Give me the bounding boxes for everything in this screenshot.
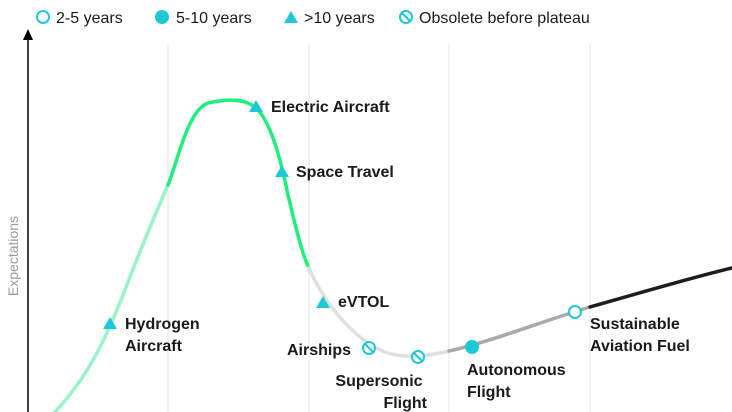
curve-peak-of-inflated-expectations xyxy=(166,98,311,270)
tech-label-line: Aircraft xyxy=(125,338,183,355)
tech-label-line: Sustainable xyxy=(590,316,680,333)
tech-label-line: eVTOL xyxy=(338,294,390,311)
legend-label: Obsolete before plateau xyxy=(419,10,590,27)
triangle-icon xyxy=(103,317,117,329)
open-circle-icon xyxy=(36,10,50,24)
tech-label-line: Space Travel xyxy=(296,164,394,181)
tech-label-line: Supersonic xyxy=(335,373,422,390)
curve-trough-of-disillusionment xyxy=(307,266,451,358)
tech-space-travel: Space Travel xyxy=(275,164,394,181)
legend-item-2-5-years: 2-5 years xyxy=(36,10,123,27)
obsolete-circle-icon xyxy=(411,350,425,364)
tech-label-line: Autonomous xyxy=(467,362,566,379)
tech-supersonic-flight: Supersonic Flight xyxy=(335,350,428,412)
tech-label-line: Aviation Fuel xyxy=(590,338,690,355)
tech-electric-aircraft: Electric Aircraft xyxy=(249,99,390,116)
tech-airships: Airships xyxy=(287,341,376,359)
tech-label: Supersonic Flight xyxy=(335,373,427,412)
tech-label-line: Flight xyxy=(383,395,427,412)
tech-sustainable-aviation-fuel: Sustainable Aviation Fuel xyxy=(568,305,690,355)
legend-item-5-10-years: 5-10 years xyxy=(155,10,252,27)
triangle-icon xyxy=(284,11,298,23)
legend-item-obsolete: Obsolete before plateau xyxy=(399,10,590,27)
hype-curve xyxy=(53,98,732,412)
curve-innovation-trigger xyxy=(53,183,170,412)
obsolete-circle-icon xyxy=(399,10,413,24)
tech-evtol: eVTOL xyxy=(316,294,390,311)
open-circle-icon xyxy=(568,305,582,319)
y-axis-arrow-icon xyxy=(23,29,33,40)
tech-hydrogen-aircraft: Hydrogen Aircraft xyxy=(103,316,204,355)
curve-plateau-of-productivity xyxy=(588,266,732,309)
triangle-icon xyxy=(249,100,263,112)
obsolete-circle-icon xyxy=(362,341,376,355)
y-axis-label: Expectations xyxy=(5,216,21,296)
tech-autonomous-flight: Autonomous Flight xyxy=(465,340,570,401)
tech-label: Airships xyxy=(287,342,351,359)
tech-label: Space Travel xyxy=(296,164,394,181)
triangle-icon xyxy=(316,296,330,308)
tech-label: Autonomous Flight xyxy=(467,362,570,401)
tech-label-line: Airships xyxy=(287,342,351,359)
filled-circle-icon xyxy=(155,10,169,24)
legend-label: >10 years xyxy=(304,10,375,27)
legend: 2-5 years 5-10 years >10 years Obsolete … xyxy=(36,10,590,27)
triangle-icon xyxy=(275,165,289,177)
tech-label: Sustainable Aviation Fuel xyxy=(590,316,690,355)
tech-label-line: Hydrogen xyxy=(125,316,200,333)
tech-label: Hydrogen Aircraft xyxy=(125,316,204,355)
tech-label-line: Flight xyxy=(467,384,511,401)
legend-label: 5-10 years xyxy=(176,10,252,27)
technologies: Hydrogen Aircraft Electric Aircraft Spac… xyxy=(103,99,690,412)
tech-label: eVTOL xyxy=(338,294,390,311)
legend-label: 2-5 years xyxy=(56,10,123,27)
y-axis: Expectations xyxy=(5,29,33,412)
tech-label: Electric Aircraft xyxy=(271,99,390,116)
phase-gridlines xyxy=(167,44,591,412)
legend-item-over-10-years: >10 years xyxy=(284,10,375,27)
tech-label-line: Electric Aircraft xyxy=(271,99,390,116)
filled-circle-icon xyxy=(465,340,479,354)
